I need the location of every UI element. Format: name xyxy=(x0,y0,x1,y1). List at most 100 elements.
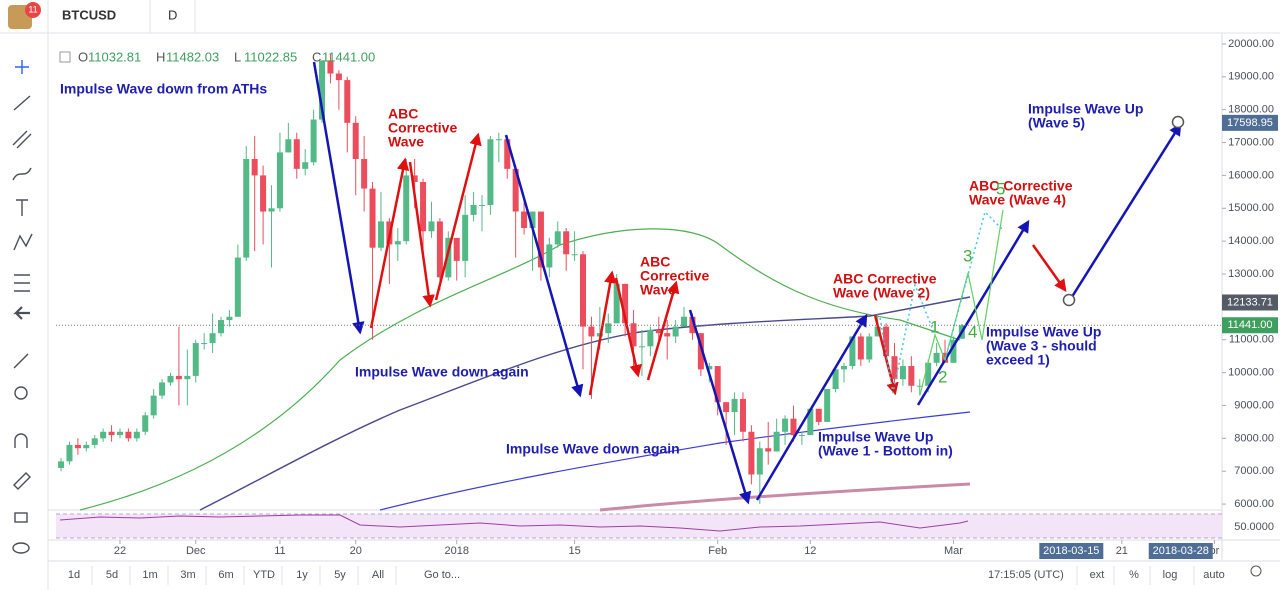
range-button[interactable]: 1y xyxy=(296,569,308,581)
ohlc-label: H xyxy=(156,49,165,64)
moving-average xyxy=(379,411,971,511)
measure-tool[interactable] xyxy=(13,353,29,369)
candle-body xyxy=(798,435,805,437)
option-button[interactable]: auto xyxy=(1203,569,1224,581)
wave-arrow xyxy=(688,309,752,505)
x-tick-label: 2018 xyxy=(444,545,468,557)
candle-body xyxy=(546,244,553,268)
legend-toggle[interactable] xyxy=(59,51,71,63)
annotation: Wave (Wave 2) xyxy=(833,285,930,301)
candle-body xyxy=(655,329,662,334)
prediction-tool[interactable] xyxy=(14,274,30,292)
zoom-tool[interactable] xyxy=(14,386,28,400)
annotation: (Wave 5) xyxy=(1028,115,1085,131)
candle-body xyxy=(377,221,384,248)
candle-body xyxy=(563,231,570,255)
range-button[interactable]: 1d xyxy=(68,569,80,581)
visibility-tool[interactable] xyxy=(12,542,30,554)
wave-number: 4 xyxy=(968,322,977,341)
candle-body xyxy=(335,73,342,81)
range-button[interactable]: 1m xyxy=(142,569,157,581)
target-point xyxy=(1062,293,1076,307)
magnet-tool[interactable] xyxy=(14,433,28,448)
candle-body xyxy=(293,139,300,169)
option-button[interactable]: log xyxy=(1163,569,1178,581)
range-button[interactable]: 6m xyxy=(218,569,233,581)
lock-tool[interactable] xyxy=(14,512,28,523)
candle-body xyxy=(504,139,511,169)
symbol[interactable]: BTCUSD xyxy=(62,7,116,22)
wave-number: 3 xyxy=(963,246,972,265)
candle-body xyxy=(411,175,418,182)
candle-body xyxy=(201,343,208,345)
range-badge-label: 2018-03-15 xyxy=(1043,545,1099,557)
option-button[interactable]: % xyxy=(1129,569,1139,581)
y-tick-label: 10000.00 xyxy=(1228,367,1274,379)
eraser-tool[interactable] xyxy=(13,472,31,490)
candle-body xyxy=(478,204,485,206)
candle-body xyxy=(857,336,864,360)
back-tool[interactable] xyxy=(13,306,30,320)
range-button[interactable]: YTD xyxy=(253,569,275,581)
candle-body xyxy=(495,139,502,141)
trendline-tool[interactable] xyxy=(13,95,31,111)
brush-tool[interactable] xyxy=(12,167,32,181)
oscillator-tick-label: 50.0000 xyxy=(1234,521,1274,533)
ohlc-label: C xyxy=(312,49,321,64)
option-button[interactable]: ext xyxy=(1090,569,1105,581)
wave-arrow xyxy=(408,161,435,308)
range-button[interactable]: All xyxy=(372,569,384,581)
candle-body xyxy=(908,366,915,386)
text-tool[interactable] xyxy=(16,199,28,216)
crosshair-tool[interactable] xyxy=(15,60,29,74)
wave-arrow xyxy=(312,61,365,335)
y-tick-label: 9000.00 xyxy=(1234,399,1274,411)
candle-body xyxy=(571,254,578,256)
wave-arrow xyxy=(434,132,482,301)
candle-body xyxy=(268,208,275,212)
annotation: Impulse Wave Up xyxy=(818,429,933,445)
moving-average xyxy=(199,296,971,511)
candle-body xyxy=(773,431,780,452)
range-button[interactable]: 5d xyxy=(106,569,118,581)
range-button[interactable]: 3m xyxy=(180,569,195,581)
range-badge xyxy=(1148,543,1213,559)
interval[interactable]: D xyxy=(168,7,177,22)
candle-body xyxy=(428,221,435,232)
candle-body xyxy=(74,444,81,449)
notification-badge xyxy=(25,2,41,18)
candle-body xyxy=(175,375,182,380)
y-tick-label: 19000.00 xyxy=(1228,71,1274,83)
x-tick-label: pr xyxy=(1210,545,1220,557)
y-tick-label: 6000.00 xyxy=(1234,498,1274,510)
fib-tool[interactable] xyxy=(12,130,32,149)
pattern-tool[interactable] xyxy=(13,233,33,251)
candle-body xyxy=(184,375,191,380)
y-tick-label: 8000.00 xyxy=(1234,432,1274,444)
candle-body xyxy=(681,316,688,327)
candle-body xyxy=(950,339,957,363)
candle-body xyxy=(840,366,847,370)
candle-body xyxy=(748,431,755,475)
candle-body xyxy=(453,237,460,261)
x-tick-label: 11 xyxy=(274,545,285,557)
candle-body xyxy=(260,175,267,212)
candle-body xyxy=(723,402,730,413)
range-button[interactable]: 5y xyxy=(334,569,346,581)
candle-body xyxy=(108,431,115,436)
candle-body xyxy=(394,241,401,245)
candle-body xyxy=(91,438,98,445)
candle-body xyxy=(352,122,359,159)
x-tick-label: 20 xyxy=(350,545,362,557)
candle-body xyxy=(782,418,789,432)
candle-body xyxy=(142,415,149,432)
settings-button[interactable] xyxy=(1250,565,1262,577)
candle-body xyxy=(613,283,620,324)
candle-body xyxy=(512,168,519,212)
wave-arrow xyxy=(369,157,410,329)
goto-button[interactable]: Go to... xyxy=(424,569,460,581)
candle-body xyxy=(319,60,326,120)
candle-body xyxy=(588,326,595,337)
candle-body xyxy=(672,326,679,337)
candle-body xyxy=(866,336,873,360)
